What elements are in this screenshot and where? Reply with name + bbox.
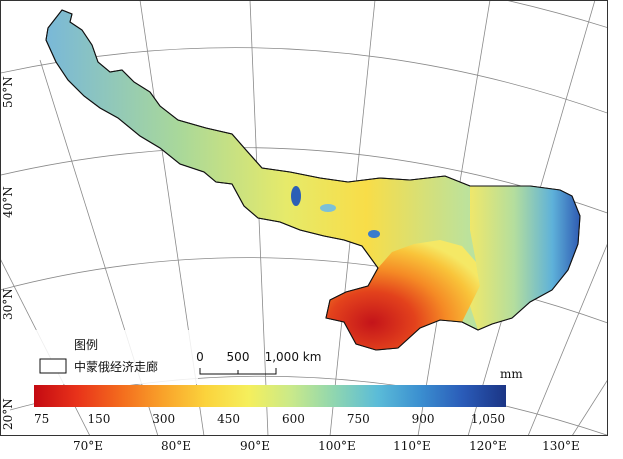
lon-label-80: 80°E: [161, 439, 191, 453]
parallel-line: [0, 257, 608, 324]
colorbar-unit: mm: [500, 367, 523, 381]
legend-item-label: 中蒙俄经济走廊: [74, 359, 158, 374]
legend-swatch: [39, 358, 67, 374]
corridor-outline: [45, 9, 581, 351]
wet-spot: [320, 204, 336, 212]
lon-label-130: 130°E: [542, 439, 580, 453]
dry-region: [326, 240, 480, 350]
scale-bar: 0 500 1,000 km: [196, 350, 322, 375]
colorbar: mm 75 150 300 450 600 750 900 1,050: [34, 367, 523, 426]
colorbar-tick-label: 450: [217, 412, 240, 426]
colorbar-ticks: 75 150 300 450 600 750 900 1,050: [34, 412, 505, 426]
wet-spot: [368, 230, 380, 238]
lat-label-40: 40°N: [1, 186, 15, 218]
scale-label-1000: 1,000 km: [265, 350, 322, 364]
lon-label-90: 90°E: [240, 439, 270, 453]
parallel-line: [0, 147, 608, 214]
scale-label-0: 0: [196, 350, 204, 364]
colorbar-tick-label: 600: [282, 412, 305, 426]
lat-label-50: 50°N: [1, 76, 15, 108]
colorbar-tick-label: 300: [152, 412, 175, 426]
legend: 图例 中蒙俄经济走廊: [28, 330, 198, 384]
wet-spot: [291, 186, 301, 206]
lon-label-100: 100°E: [318, 439, 356, 453]
meridian-line: [527, 241, 608, 436]
map-frame: [0, 0, 608, 436]
lat-label-20: 20°N: [1, 398, 15, 430]
parallel-line: [503, 0, 608, 29]
east-humid-region: [470, 186, 580, 330]
scale-label-500: 500: [227, 350, 250, 364]
corridor-region: [45, 9, 581, 351]
legend-background: [28, 330, 198, 384]
colorbar-tick-label: 75: [34, 412, 49, 426]
colorbar-bar: [34, 385, 506, 407]
lat-label-30: 30°N: [1, 288, 15, 320]
longitude-labels: 70°E 80°E 90°E 100°E 110°E 120°E 130°E: [73, 439, 580, 453]
lon-label-110: 110°E: [393, 439, 431, 453]
colorbar-tick-label: 750: [347, 412, 370, 426]
meridian-line: [571, 378, 608, 436]
lon-label-120: 120°E: [469, 439, 507, 453]
lon-label-70: 70°E: [73, 439, 103, 453]
latitude-labels: 50°N 40°N 30°N 20°N: [1, 76, 15, 430]
legend-title: 图例: [74, 338, 98, 352]
colorbar-tick-label: 1,050: [471, 412, 505, 426]
colorbar-tick-label: 150: [87, 412, 110, 426]
scale-bar-line: [199, 368, 277, 375]
colorbar-tick-label: 900: [412, 412, 435, 426]
